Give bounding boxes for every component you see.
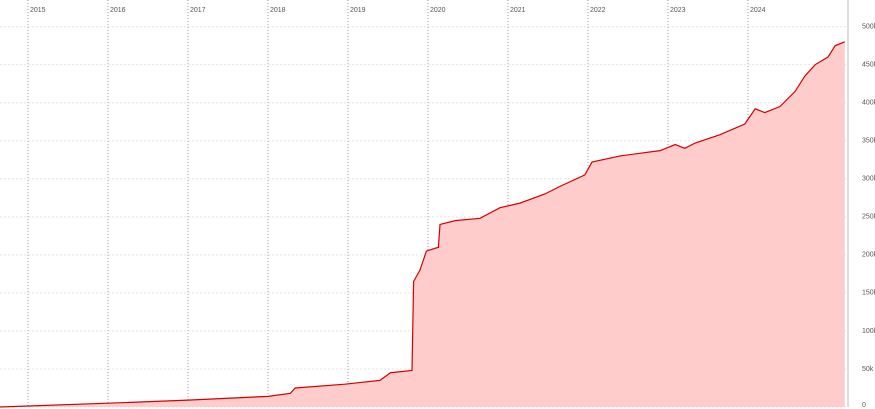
x-tick-label: 2018	[270, 7, 286, 14]
y-tick-label: 300k	[862, 176, 875, 183]
line	[0, 41, 846, 408]
y-tick-label: 200k	[862, 252, 875, 259]
x-tick-label: 2015	[30, 7, 46, 14]
x-tick-label: 2021	[510, 7, 526, 14]
x-tick-label: 2019	[350, 7, 366, 14]
y-tick-label: 250k	[862, 214, 875, 221]
y-tick-label: 0	[862, 402, 866, 409]
y-tick-label: 400k	[862, 100, 875, 107]
x-tick-label: 2017	[190, 7, 206, 14]
x-tick-label: 2024	[750, 7, 766, 14]
y-tick-label: 100k	[862, 328, 875, 335]
area-fill	[0, 41, 845, 407]
y-tick-label: 450k	[862, 62, 875, 69]
x-tick-label: 2022	[590, 7, 606, 14]
y-tick-label: 150k	[862, 290, 875, 297]
x-tick-label: 2023	[670, 7, 686, 14]
y-tick-label: 50k	[862, 366, 874, 373]
y-tick-label: 500k	[862, 23, 875, 30]
x-tick-label: 2016	[110, 7, 126, 14]
y-tick-label: 350k	[862, 138, 875, 145]
x-tick-label: 2020	[430, 7, 446, 14]
